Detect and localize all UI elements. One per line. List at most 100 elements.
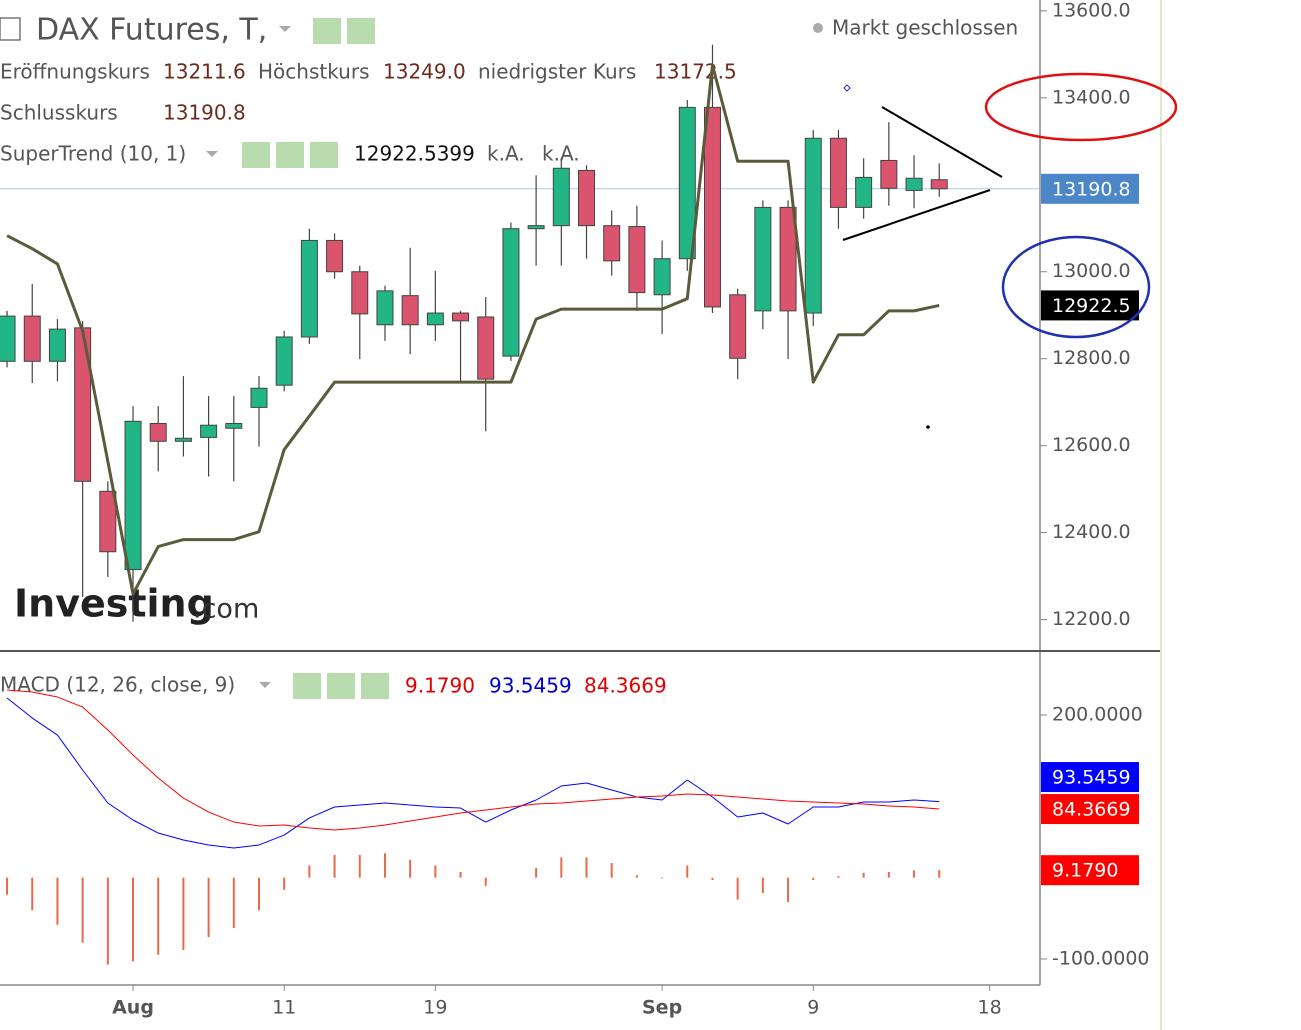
x-tick-label: Sep [642, 997, 682, 1019]
remove-icon[interactable] [361, 673, 389, 699]
y-tick-label: 13000.0 [1052, 260, 1131, 282]
y-tick-label: 13400.0 [1052, 86, 1131, 108]
candle-body [905, 177, 923, 191]
last-price-label-box [1041, 173, 1139, 204]
candle-body [729, 294, 747, 359]
y-tick-label: 12400.0 [1052, 521, 1131, 543]
y-tick-label: 200.0000 [1052, 704, 1143, 726]
settings-icon[interactable] [347, 18, 375, 44]
candle-body [149, 422, 167, 442]
histogram-label: 9.1790 [1052, 860, 1118, 882]
x-tick-label: 18 [978, 997, 1002, 1019]
settings-icon[interactable] [276, 142, 304, 168]
candle-body [23, 315, 41, 362]
settings-icon[interactable] [327, 673, 355, 699]
watermark-suffix: .com [193, 594, 259, 625]
candle-body [48, 328, 66, 362]
candle-body [880, 159, 898, 189]
legend-value: 13211.6 [163, 60, 246, 84]
candle-body [628, 226, 646, 294]
trend-line [881, 106, 1003, 178]
y-tick-label: 13600.0 [1052, 0, 1131, 21]
candle-body [754, 206, 772, 312]
watermark: Investing [14, 582, 214, 626]
indicator-name: SuperTrend (10, 1) [0, 142, 186, 166]
legend-value: 93.5459 [489, 674, 572, 698]
marker [843, 84, 851, 92]
candle-body [703, 106, 721, 308]
candle-body [678, 106, 696, 260]
legend-label: Eröffnungskurs [0, 60, 150, 84]
candle-body [225, 422, 243, 429]
candle-body [930, 179, 948, 190]
candle-body [502, 228, 520, 357]
dropdown[interactable] [259, 682, 271, 688]
last-price-label: 13190.8 [1052, 178, 1131, 200]
candle-body [855, 176, 873, 208]
candle-body [174, 437, 192, 442]
x-tick-label: Aug [112, 997, 154, 1019]
candle-body [578, 169, 596, 227]
remove-icon[interactable] [310, 142, 338, 168]
legend-label: Höchstkurs [258, 60, 370, 84]
y-tick-label: 12800.0 [1052, 347, 1131, 369]
y-tick-label: -100.0000 [1052, 947, 1150, 969]
candle-body [779, 206, 797, 312]
annotation-ellipse [984, 72, 1178, 142]
candle-body [401, 295, 419, 326]
candle-body [250, 387, 268, 408]
macd-label-box [1041, 762, 1139, 793]
candle-body [477, 316, 495, 380]
x-tick-label: 19 [423, 997, 447, 1019]
series-line [6, 63, 940, 596]
indicator-extra: k.A. [487, 142, 525, 166]
indicator-value: 12922.5399 [354, 142, 475, 166]
legend-value: 84.3669 [584, 674, 667, 698]
candle-body [326, 239, 344, 273]
status: Markt geschlossen [832, 16, 1018, 40]
candle-body [200, 424, 218, 438]
eye-icon[interactable] [293, 673, 321, 699]
collapse-icon[interactable] [0, 17, 21, 41]
chart-title: DAX Futures, T, [36, 13, 267, 48]
candle-body [74, 327, 92, 482]
indicator-name: MACD (12, 26, close, 9) [0, 673, 235, 697]
macd-label: 93.5459 [1052, 767, 1131, 789]
status-dot [813, 23, 823, 33]
legend-value: 13172.5 [654, 60, 737, 84]
signal-label-box [1041, 794, 1139, 825]
candle-body [124, 420, 142, 571]
candle-body [99, 490, 117, 553]
y-tick-label: 12600.0 [1052, 434, 1131, 456]
candle-body [275, 336, 293, 386]
legend-label: Schlusskurs [0, 101, 118, 125]
candle-body [351, 271, 369, 315]
histogram-label-box [1041, 855, 1139, 886]
candle-body [376, 290, 394, 326]
candle-body [804, 137, 822, 314]
candle-body [653, 258, 671, 296]
annotation-ellipse [1001, 235, 1151, 339]
marker [926, 425, 930, 429]
dropdown[interactable] [279, 26, 291, 32]
y-tick-label: 12200.0 [1052, 608, 1131, 630]
candle-body [829, 137, 847, 208]
indicator-price-label: 12922.5 [1052, 295, 1131, 317]
eye-icon[interactable] [313, 18, 341, 44]
eye-icon[interactable] [242, 142, 270, 168]
candle-body [300, 239, 318, 338]
legend-value: 13249.0 [383, 60, 466, 84]
dropdown[interactable] [206, 151, 218, 157]
signal-label: 84.3669 [1052, 799, 1131, 821]
candle-body [0, 315, 16, 362]
candle-body [452, 312, 470, 322]
candle-body [603, 225, 621, 262]
candle-body [426, 312, 444, 326]
series-line [6, 697, 940, 849]
trend-line [842, 189, 991, 241]
series-line [7, 689, 940, 831]
indicator-price-label-box [1041, 290, 1139, 321]
candle-body [527, 225, 545, 230]
legend-value: 13190.8 [163, 101, 246, 125]
